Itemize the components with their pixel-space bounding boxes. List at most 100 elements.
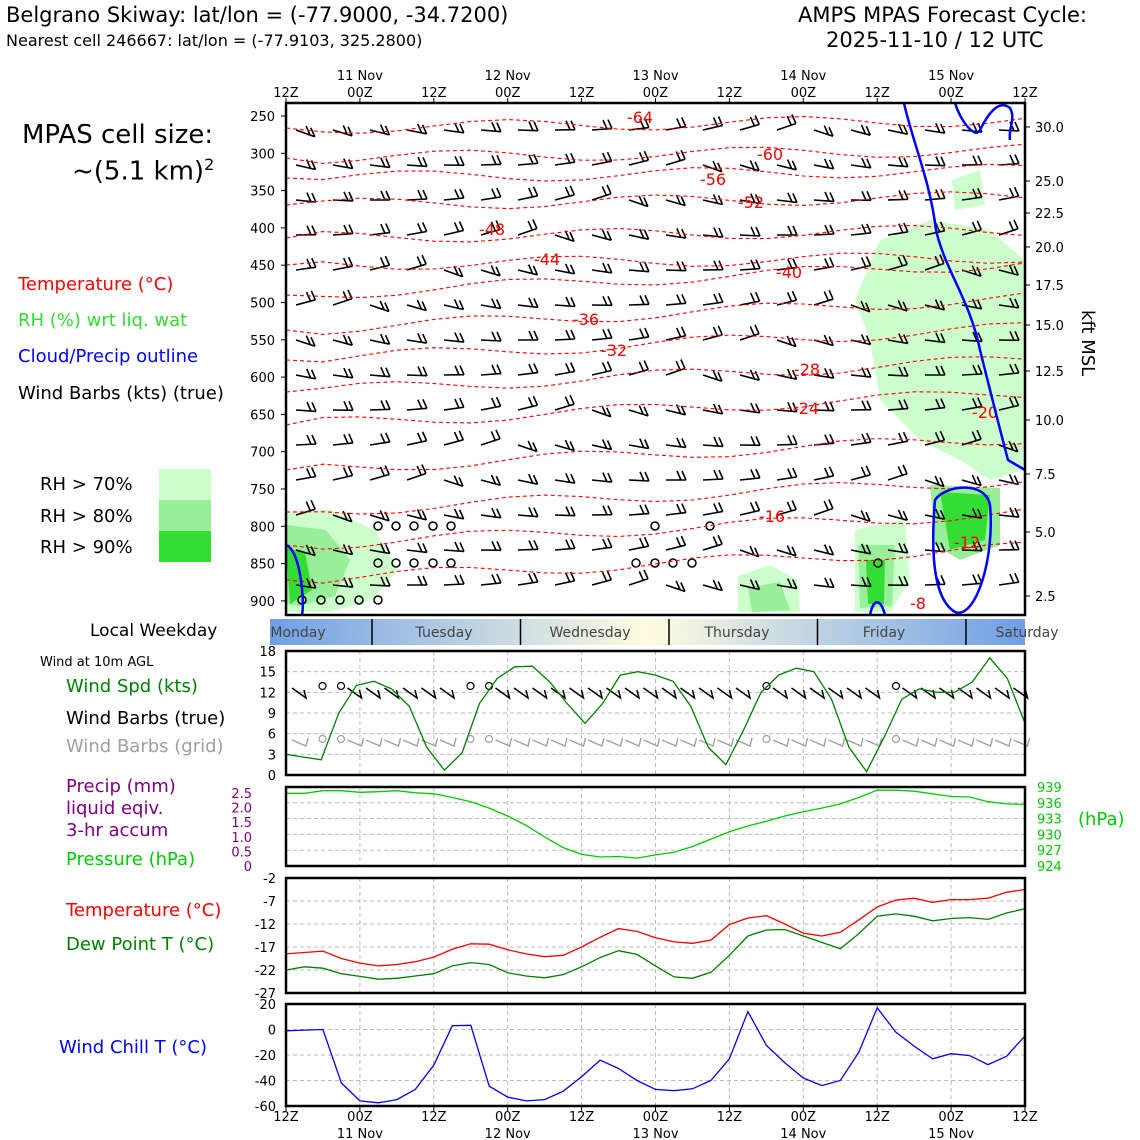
- precip-left-tick: 2.0: [231, 802, 252, 817]
- calm-circle-grid: [318, 734, 327, 744]
- contour-label: -32: [601, 341, 627, 360]
- wind-barb: [517, 363, 539, 376]
- wind-barb-10m: [957, 687, 974, 700]
- wind-barb: [480, 573, 502, 586]
- wind-barb: [554, 120, 576, 131]
- legend-temp2: Temperature (°C): [66, 900, 222, 921]
- wind-barb-10m: [587, 687, 604, 700]
- wind-barb: [332, 224, 354, 236]
- weekday-bar: [270, 619, 1025, 645]
- time-tick-top: 12Z: [717, 86, 743, 101]
- rh-region: [286, 548, 312, 604]
- contour-label: -24: [793, 399, 819, 418]
- wind-barb: [665, 293, 687, 306]
- wind-barb: [739, 501, 761, 516]
- legend-rh80: RH > 80%: [40, 506, 133, 527]
- wind-barb-grid: [402, 737, 420, 747]
- wind-barb: [739, 579, 761, 591]
- weekday-label: Monday: [270, 625, 325, 641]
- wind-barb: [665, 437, 687, 449]
- wind-barb: [887, 542, 909, 554]
- calm-circle: [687, 558, 697, 568]
- contour-label: -48: [479, 220, 505, 239]
- calm-circle: [446, 558, 456, 568]
- wind-barb: [924, 156, 946, 167]
- wind-barb: [369, 300, 390, 313]
- wind-barb: [443, 188, 465, 201]
- wind-barb: [628, 471, 650, 482]
- wind-barb: [480, 121, 502, 133]
- temperature-contours: -64 -60 -56 -52 -48 -44 -40 -36-32 -28 -24 -20 -16 -…: [285, 108, 1026, 613]
- axis-labels: 2503003504004505005506006507007508008509…: [231, 69, 1064, 1140]
- wind-barb: [777, 225, 798, 236]
- wind-barb-grid: [532, 737, 550, 747]
- kft-tick: 5.0: [1035, 526, 1056, 541]
- pressure-tick: 250: [250, 110, 275, 125]
- panel-frame: [284, 876, 1027, 995]
- wind-barb: [702, 194, 724, 206]
- wind-barb-10m: [809, 687, 826, 700]
- wind-barb: [517, 121, 539, 132]
- legend-rh70: RH > 70%: [40, 474, 133, 495]
- wind-barb: [998, 572, 1020, 586]
- time-tick-top: 12Z: [569, 86, 595, 101]
- wind-barb: [961, 155, 983, 166]
- wind-barb: [665, 261, 687, 272]
- nearest-cell-subtitle: Nearest cell 246667: lat/lon = (-77.9103…: [6, 31, 423, 50]
- series-line-wind-spd: [285, 656, 1026, 773]
- calm-circle: [373, 595, 383, 605]
- wind-barb-grid: [717, 737, 735, 747]
- wind-barb: [998, 154, 1020, 166]
- wind-barb: [295, 577, 317, 589]
- calm-circle-grid: [762, 734, 771, 744]
- pressure-tick: 300: [250, 147, 275, 162]
- wind-barb: [628, 569, 649, 586]
- wind-barb: [887, 156, 909, 168]
- calm-circle-10m: [318, 681, 327, 691]
- wind-barb: [406, 542, 428, 554]
- wind-barb: [628, 118, 650, 131]
- wind-barb-grid: [347, 737, 365, 747]
- wind-barb: [924, 475, 945, 488]
- wind-barb: [406, 156, 428, 168]
- wind-barb: [998, 186, 1020, 201]
- wind-barb: [591, 537, 613, 551]
- wind-barb-10m: [828, 687, 844, 700]
- wind-barb: [443, 541, 465, 553]
- wind-barb: [443, 155, 465, 167]
- time-tick-bottom: 12Z: [569, 1110, 595, 1125]
- wind-barb-10m: [439, 687, 456, 700]
- wind-barb-10m: [698, 687, 715, 700]
- wind-barb: [776, 258, 798, 271]
- cell-size-value: ~(5.1 km)2: [72, 155, 214, 187]
- panel-frames: [270, 98, 1030, 1111]
- legend-rh90: RH > 90%: [40, 537, 133, 558]
- cloud-outline-line: [285, 543, 305, 616]
- wind-barb: [665, 404, 687, 416]
- legend-dewpt: Dew Point T (°C): [66, 934, 215, 955]
- wind-barb: [443, 574, 465, 586]
- wind-barb-grid: [421, 737, 439, 747]
- wind-barb: [591, 505, 613, 516]
- wind-barb: [998, 264, 1020, 276]
- wind-barb: [554, 506, 576, 517]
- legend-rh: RH (%) wrt liq. wat: [18, 310, 188, 331]
- wind-barb: [591, 151, 613, 166]
- day-label-bottom: 14 Nov: [780, 1127, 826, 1140]
- wind-barb: [554, 152, 576, 166]
- temperature-contour: [285, 292, 1026, 335]
- calm-circle: [428, 521, 438, 531]
- wind-barb: [776, 114, 797, 131]
- contour-label: -40: [776, 263, 802, 282]
- kft-tick: 17.5: [1035, 279, 1064, 294]
- wind-barb-grid: [624, 737, 642, 747]
- wind-barb: [961, 573, 983, 586]
- wind-barb: [480, 331, 502, 342]
- wind-barb: [443, 122, 465, 134]
- wind-barb: [332, 466, 354, 481]
- time-tick-bottom: 12Z: [1012, 1110, 1038, 1125]
- wind-barb: [924, 398, 946, 411]
- wind-barb: [961, 474, 982, 487]
- wind-barb: [406, 509, 428, 521]
- pressure-tick: 400: [250, 222, 275, 237]
